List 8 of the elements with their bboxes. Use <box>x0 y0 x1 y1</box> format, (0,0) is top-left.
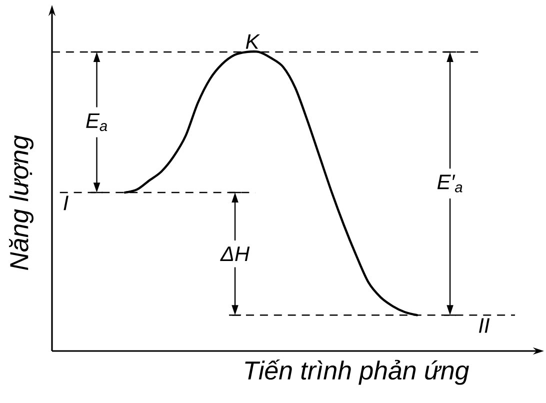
ref-line-label: K <box>246 34 260 49</box>
x-axis-title: Tiến trình phản ứng <box>245 360 470 385</box>
text: E$_{a}$ <box>86 113 108 132</box>
ref-line-label: I <box>64 196 68 210</box>
ref-line-label: II <box>478 318 490 333</box>
y-axis-title: Năng lượng <box>9 135 34 270</box>
text: E′$_{a}$ <box>437 174 462 192</box>
annotation: ΔH <box>220 246 250 262</box>
